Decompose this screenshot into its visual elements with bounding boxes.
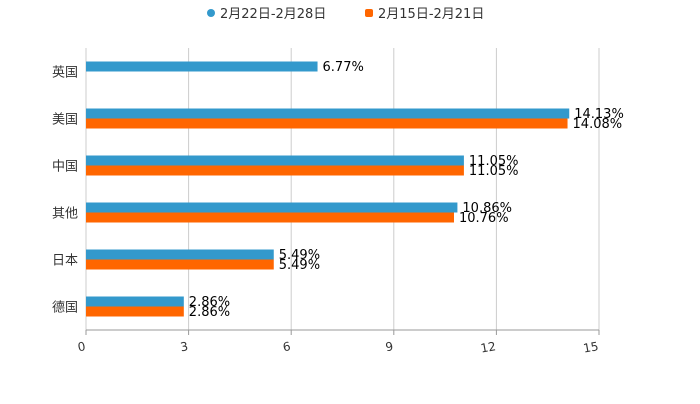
bar-series-2-5[interactable] — [86, 306, 184, 317]
bar-series-1-0[interactable] — [86, 61, 318, 72]
bar-series-2-4[interactable] — [86, 259, 274, 270]
legend: 2月22日-2月28日 2月15日-2月21日 — [207, 7, 484, 22]
bar-series-1-1[interactable] — [86, 108, 570, 119]
x-tick-label-1: 3 — [179, 339, 189, 354]
data-label-series-1-4: 5.49% — [279, 248, 320, 263]
x-tick-label-2: 6 — [282, 339, 292, 354]
bar-series-2-2[interactable] — [86, 165, 464, 176]
x-tick-label-5: 15 — [582, 339, 599, 355]
category-label-1: 美国 — [52, 113, 78, 128]
category-label-2: 中国 — [52, 160, 78, 175]
data-label-series-1-2: 11.05% — [469, 154, 519, 169]
data-label-series-1-0: 6.77% — [323, 60, 364, 75]
data-label-series-2-3: 10.76% — [459, 211, 509, 226]
bar-series-1-5[interactable] — [86, 296, 184, 307]
bar-series-1-4[interactable] — [86, 249, 274, 260]
legend-label-series-2: 2月15日-2月21日 — [378, 7, 484, 22]
x-axis: 0 3 6 9 12 15 — [77, 329, 600, 356]
x-tick-label-3: 9 — [384, 339, 394, 354]
data-label-series-2-4: 5.49% — [279, 258, 320, 273]
legend-item-series-2[interactable]: 2月15日-2月21日 — [365, 7, 484, 22]
category-label-0: 英国 — [52, 66, 78, 81]
category-label-3: 其他 — [52, 207, 78, 222]
category-label-5: 德国 — [52, 301, 78, 316]
legend-label-series-1: 2月22日-2月28日 — [220, 7, 326, 22]
data-label-series-1-5: 2.86% — [189, 295, 230, 310]
data-label-series-1-1: 14.13% — [574, 107, 624, 122]
legend-item-series-1[interactable]: 2月22日-2月28日 — [207, 7, 326, 22]
x-tick-label-4: 12 — [479, 339, 496, 355]
data-label-series-2-5: 2.86% — [189, 305, 230, 320]
grid-lines — [85, 48, 600, 330]
legend-marker-series-1 — [207, 9, 215, 17]
category-label-4: 日本 — [52, 254, 78, 269]
bar-series-2-3[interactable] — [86, 212, 454, 223]
bars: 6.77% 14.13% 11.05% 10.86% 5.49% 2.86% 14.08% 1… — [86, 60, 624, 320]
x-tick-label-0: 0 — [77, 339, 87, 354]
data-label-series-1-3: 10.86% — [462, 201, 512, 216]
bar-series-1-2[interactable] — [86, 155, 464, 166]
data-label-series-2-1: 14.08% — [573, 117, 623, 132]
legend-marker-series-2 — [365, 9, 373, 17]
data-label-series-2-2: 11.05% — [469, 164, 519, 179]
bar-series-1-3[interactable] — [86, 202, 458, 213]
bar-series-2-1[interactable] — [86, 118, 568, 129]
